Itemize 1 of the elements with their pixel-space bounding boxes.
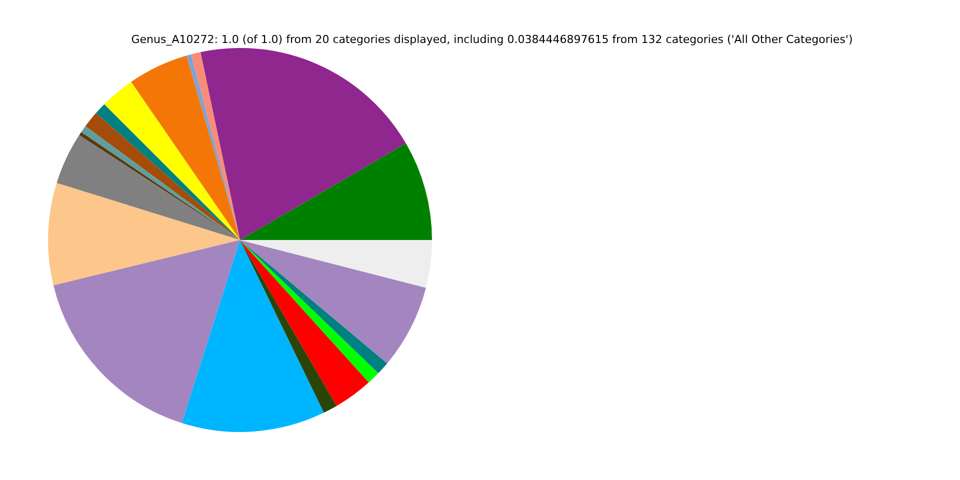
text: Genus_A10272: 1.0 (of 1.0) from 20 categories displayed, including 0.0384446897615 from 132 categories ('All Other Categories'): [130, 33, 854, 46]
